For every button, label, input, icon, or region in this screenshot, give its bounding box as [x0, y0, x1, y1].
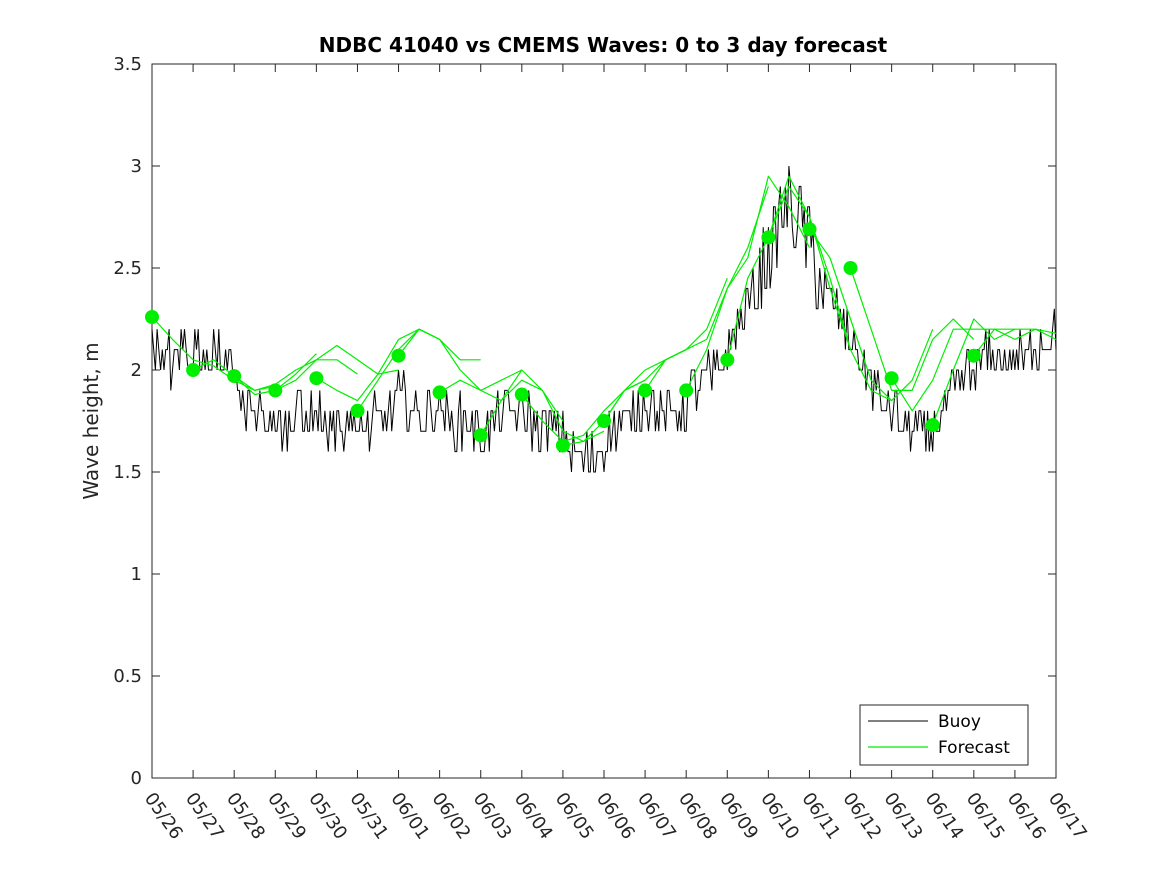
forecast-run-line: [767, 185, 892, 402]
y-tick-label: 3.5: [113, 54, 142, 75]
forecast-run-line: [726, 175, 852, 360]
x-tick-label: 06/16: [1003, 789, 1050, 844]
forecast-marker: [720, 352, 735, 367]
x-tick-label: 06/01: [386, 789, 433, 844]
forecast-run-line: [849, 267, 975, 391]
legend-box: [859, 704, 1029, 766]
forecast-run-line: [233, 359, 358, 391]
y-tick-label: 1.5: [113, 462, 142, 483]
x-tick-label: 05/27: [181, 789, 228, 844]
x-tick-label: 06/17: [1044, 789, 1091, 844]
x-tick-label: 06/07: [633, 789, 680, 844]
x-tick-label: 06/06: [592, 789, 639, 844]
forecast-marker: [350, 403, 365, 418]
x-tick-label: 06/10: [756, 789, 803, 844]
x-tick-label: 06/05: [551, 789, 598, 844]
forecast-marker: [966, 348, 981, 363]
forecast-marker: [761, 230, 776, 245]
x-tick-label: 05/28: [222, 789, 269, 844]
x-tick-label: 05/29: [263, 789, 310, 844]
forecast-marker: [227, 369, 242, 384]
x-tick-label: 06/08: [674, 789, 721, 844]
buoy-line: [151, 165, 1057, 473]
forecast-series: [151, 175, 1057, 447]
forecast-marker: [268, 383, 283, 398]
x-tick-label: 06/02: [428, 789, 475, 844]
forecast-run-line: [685, 175, 811, 391]
x-tick-label: 06/03: [469, 789, 516, 844]
forecast-marker: [145, 310, 159, 324]
forecast-run-line: [809, 228, 934, 402]
y-tick-label: 2: [131, 360, 142, 381]
y-tick-label: 1: [131, 564, 142, 585]
forecast-marker: [309, 371, 324, 386]
forecast-marker: [555, 438, 570, 453]
forecast-marker: [925, 418, 940, 433]
y-axis-label: Wave height, m: [79, 342, 103, 499]
x-tick-label: 05/30: [304, 789, 351, 844]
forecast-run-line: [973, 328, 1057, 357]
forecast-marker: [432, 385, 447, 400]
buoy-series: [151, 165, 1057, 473]
forecast-run-line: [398, 328, 523, 391]
legend: Buoy Forecast: [859, 704, 1029, 766]
forecast-marker: [597, 414, 611, 428]
forecast-marker: [884, 371, 899, 386]
forecast-marker: [679, 383, 694, 398]
legend-buoy-label: Buoy: [938, 712, 981, 732]
forecast-marker: [843, 261, 858, 275]
forecast-markers: [145, 222, 981, 453]
x-tick-label: 06/09: [715, 789, 762, 844]
forecast-marker: [638, 383, 653, 398]
legend-forecast-label: Forecast: [938, 738, 1010, 758]
forecast-marker: [802, 222, 817, 237]
forecast-run-line: [644, 186, 769, 391]
y-tick-label: 0.5: [113, 666, 142, 687]
y-axis: 0 0.5 1 1.5 2 2.5 3 3.5: [113, 54, 1056, 789]
forecast-run-line: [192, 353, 317, 396]
x-tick-label: 06/13: [880, 789, 927, 844]
x-tick-label: 06/12: [838, 789, 885, 844]
x-tick-label: 05/31: [345, 789, 392, 844]
x-tick-label: 05/26: [140, 789, 187, 844]
forecast-marker: [186, 363, 201, 377]
chart-title: NDBC 41040 vs CMEMS Waves: 0 to 3 day fo…: [319, 33, 888, 57]
forecast-marker: [473, 428, 488, 443]
y-tick-label: 2.5: [113, 258, 142, 279]
forecast-marker: [391, 348, 406, 363]
x-tick-label: 06/15: [962, 789, 1009, 844]
x-tick-label: 06/11: [797, 789, 844, 844]
y-tick-label: 0: [131, 768, 142, 789]
x-tick-label: 06/14: [921, 789, 968, 844]
x-tick-label: 06/04: [510, 789, 557, 844]
y-tick-label: 3: [131, 156, 142, 177]
forecast-marker: [514, 387, 529, 402]
